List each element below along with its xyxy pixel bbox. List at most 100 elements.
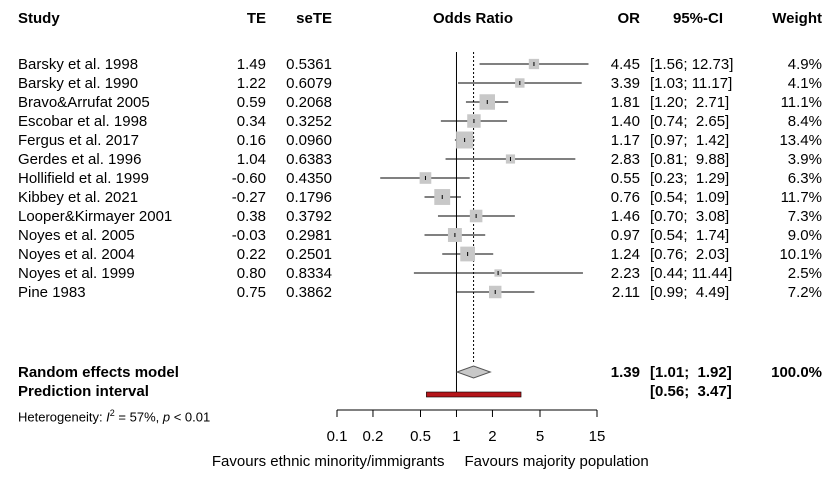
study-sete: 0.5361 xyxy=(286,56,332,73)
study-weight: 6.3% xyxy=(787,170,822,187)
study-weight: 7.3% xyxy=(787,208,822,225)
study-sete: 0.6383 xyxy=(286,151,332,168)
study-or: 0.97 xyxy=(610,227,640,244)
study-name: Hollifield et al. 1999 xyxy=(18,170,149,187)
study-weight: 11.1% xyxy=(780,94,822,111)
study-weight: 8.4% xyxy=(787,113,822,130)
x-tick-label: 2 xyxy=(488,428,497,445)
i2-value: = 57%, xyxy=(114,409,163,425)
i2-symbol: I xyxy=(106,409,110,425)
prediction-interval-label: Prediction interval xyxy=(18,383,149,400)
study-weight: 2.5% xyxy=(787,265,822,282)
study-sete: 0.2068 xyxy=(286,94,332,111)
study-or: 1.81 xyxy=(610,94,640,111)
study-ci: [1.03; 11.17] xyxy=(650,75,733,92)
study-sete: 0.2501 xyxy=(286,246,332,263)
p-symbol: p xyxy=(162,409,171,425)
prediction-interval-ci: [0.56; 3.47] xyxy=(650,383,732,400)
study-ci: [1.56; 12.73] xyxy=(650,56,734,73)
study-weight: 11.7% xyxy=(780,189,822,206)
study-name: Pine 1983 xyxy=(18,284,86,301)
study-te: 0.38 xyxy=(236,208,266,225)
study-weight: 7.2% xyxy=(787,284,822,301)
study-ci: [1.20; 2.71] xyxy=(650,94,730,111)
study-ci: [0.54; 1.09] xyxy=(650,189,730,206)
study-sete: 0.4350 xyxy=(286,170,332,187)
study-te: 0.22 xyxy=(236,246,266,263)
study-sete: 0.0960 xyxy=(286,132,332,149)
study-te: -0.27 xyxy=(231,189,266,206)
x-tick-label: 15 xyxy=(588,428,606,445)
study-name: Noyes et al. 2005 xyxy=(18,227,135,244)
study-ci: [0.44; 11.44] xyxy=(650,265,733,282)
study-name: Gerdes et al. 1996 xyxy=(18,151,142,168)
study-te: 0.16 xyxy=(236,132,266,149)
study-or: 0.55 xyxy=(610,170,640,187)
header-ci: 95%-CI xyxy=(672,10,724,27)
study-or: 2.23 xyxy=(610,265,640,282)
header-or: OR xyxy=(617,10,641,27)
study-ci: [0.99; 4.49] xyxy=(650,284,730,301)
study-te: 1.22 xyxy=(236,75,266,92)
study-weight: 3.9% xyxy=(787,151,822,168)
study-or: 1.46 xyxy=(610,208,640,225)
study-name: Noyes et al. 1999 xyxy=(18,265,135,282)
study-name: Bravo&Arrufat 2005 xyxy=(18,94,150,111)
heterogeneity-prefix: Heterogeneity: xyxy=(18,409,107,425)
study-ci: [0.97; 1.42] xyxy=(650,132,730,149)
favours-left-label: Favours ethnic minority/immigrants xyxy=(211,453,445,470)
study-ci: [0.54; 1.74] xyxy=(650,227,730,244)
study-or: 1.24 xyxy=(610,246,640,263)
x-tick-label: 5 xyxy=(535,428,545,445)
x-tick-label: 0.2 xyxy=(362,428,384,445)
study-te: -0.03 xyxy=(231,227,266,244)
i2-sup: 2 xyxy=(109,408,115,418)
random-effects-weight: 100.0% xyxy=(771,364,822,381)
header-sete: seTE xyxy=(296,10,332,27)
header-study: Study xyxy=(18,10,60,27)
header-odds-ratio: Odds Ratio xyxy=(432,10,513,27)
study-name: Kibbey et al. 2021 xyxy=(18,189,139,206)
study-sete: 0.2981 xyxy=(286,227,332,244)
x-tick-label: 0.1 xyxy=(326,428,348,445)
study-or: 4.45 xyxy=(610,56,640,73)
header-weight: Weight xyxy=(772,10,822,27)
study-name: Looper&Kirmayer 2001 xyxy=(18,208,173,225)
study-or: 3.39 xyxy=(610,75,640,92)
study-name: Barsky et al. 1990 xyxy=(18,75,139,92)
study-ci: [0.76; 2.03] xyxy=(650,246,730,263)
study-te: 0.59 xyxy=(236,94,266,111)
study-name: Escobar et al. 1998 xyxy=(18,113,148,130)
study-name: Fergus et al. 2017 xyxy=(18,132,139,149)
study-te: 0.80 xyxy=(236,265,266,282)
study-ci: [0.23; 1.29] xyxy=(650,170,730,187)
study-or: 0.76 xyxy=(610,189,640,206)
study-weight: 4.9% xyxy=(787,56,822,73)
study-sete: 0.6079 xyxy=(286,75,332,92)
study-name: Noyes et al. 2004 xyxy=(18,246,135,263)
random-effects-diamond xyxy=(455,365,492,379)
prediction-interval-bar xyxy=(426,391,522,398)
study-weight: 4.1% xyxy=(787,75,822,92)
study-sete: 0.1796 xyxy=(286,189,332,206)
study-sete: 0.3792 xyxy=(286,208,332,225)
study-sete: 0.8334 xyxy=(286,265,332,282)
random-effects-ci: [1.01; 1.92] xyxy=(650,364,732,381)
header-te: TE xyxy=(246,10,266,27)
study-ci: [0.81; 9.88] xyxy=(650,151,730,168)
p-value: < 0.01 xyxy=(170,409,211,425)
x-tick-label: 1 xyxy=(452,428,461,445)
study-ci: [0.70; 3.08] xyxy=(650,208,730,225)
study-or: 2.83 xyxy=(610,151,640,168)
study-or: 2.11 xyxy=(611,284,640,301)
study-te: -0.60 xyxy=(231,170,266,187)
study-weight: 13.4% xyxy=(779,132,822,149)
study-or: 1.17 xyxy=(610,132,640,149)
study-name: Barsky et al. 1998 xyxy=(18,56,139,73)
favours-right-label: Favours majority population xyxy=(464,453,649,470)
study-te: 1.49 xyxy=(236,56,266,73)
heterogeneity-text: Heterogeneity: I2 = 57%, p < 0.01 xyxy=(18,404,210,426)
study-te: 0.34 xyxy=(236,113,266,130)
x-tick-label: 0.5 xyxy=(410,428,431,445)
